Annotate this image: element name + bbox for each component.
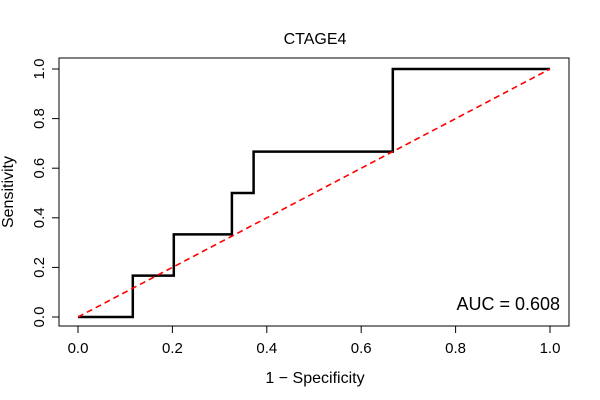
y-axis: 0.0 0.2 0.4 0.6 0.8 1.0 [31, 59, 60, 328]
y-tick-label: 0.0 [31, 307, 48, 328]
y-tick-label: 0.2 [31, 257, 48, 278]
y-axis-label: Sensitivity [0, 156, 17, 228]
y-tick-label: 0.4 [31, 207, 48, 228]
x-tick-label: 0.2 [162, 340, 183, 357]
roc-curve-line [78, 67, 550, 319]
x-tick-label: 0.6 [351, 340, 372, 357]
x-tick-label: 0.0 [68, 340, 89, 357]
series-layer [77, 67, 551, 319]
y-tick-label: 1.0 [31, 59, 48, 80]
x-tick-label: 1.0 [540, 340, 561, 357]
x-axis: 0.0 0.2 0.4 0.6 0.8 1.0 [68, 325, 561, 357]
x-tick-label: 0.8 [445, 340, 466, 357]
y-tick-label: 0.8 [31, 108, 48, 129]
x-tick-label: 0.4 [256, 340, 277, 357]
auc-annotation: AUC = 0.608 [456, 294, 560, 314]
chart-title: CTAGE4 [284, 31, 347, 48]
x-axis-label: 1 − Specificity [265, 370, 364, 387]
y-tick-label: 0.6 [31, 158, 48, 179]
reference-diagonal-line [77, 68, 551, 318]
